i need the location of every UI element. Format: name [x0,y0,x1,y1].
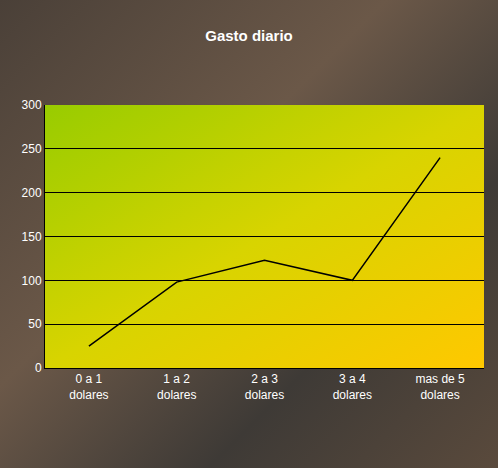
svg-text:200: 200 [22,186,42,200]
svg-text:2 a 3dolares: 2 a 3dolares [245,372,284,402]
svg-text:mas de 5dolares: mas de 5dolares [415,372,465,402]
svg-text:3 a 4dolares: 3 a 4dolares [333,372,372,402]
svg-text:0 a 1dolares: 0 a 1dolares [69,372,108,402]
svg-text:100: 100 [22,274,42,288]
svg-text:300: 300 [22,98,42,112]
svg-text:0: 0 [35,361,42,375]
svg-text:250: 250 [22,142,42,156]
svg-text:Gasto diario: Gasto diario [205,27,293,44]
svg-text:1 a 2dolares: 1 a 2dolares [157,372,196,402]
svg-text:50: 50 [28,317,42,331]
svg-text:150: 150 [22,230,42,244]
